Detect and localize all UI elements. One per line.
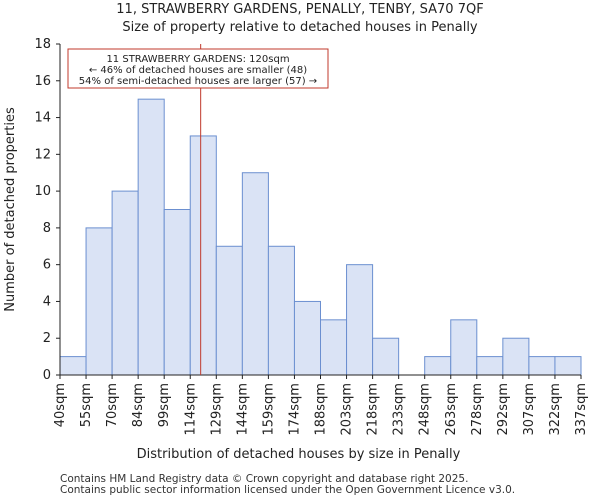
y-tick-label: 2 <box>43 331 51 346</box>
histogram-bar <box>346 264 374 376</box>
histogram-chart: 0 2 4 6 8 10 12 14 16 18 40sqm 55sqm 70sqm 84sqm 99sqm… <box>3 37 589 462</box>
histogram-bar <box>450 319 478 376</box>
x-tick-label: 337sqm <box>574 383 589 436</box>
y-tick-label: 12 <box>34 147 51 162</box>
histogram-bar <box>372 337 400 376</box>
histogram-bar <box>424 356 452 376</box>
x-tick-label: 84sqm <box>131 383 146 427</box>
y-tick-label: 10 <box>34 184 51 199</box>
x-tick-label: 292sqm <box>496 383 511 436</box>
x-tick-label: 203sqm <box>340 383 355 436</box>
histogram-bar <box>554 356 582 376</box>
x-tick-label: 278sqm <box>470 383 485 436</box>
histogram-bar <box>267 245 295 376</box>
histogram-bar <box>111 190 139 376</box>
histogram-bar <box>59 356 87 376</box>
x-tick-label: 114sqm <box>183 383 198 436</box>
histogram-bar <box>320 319 348 376</box>
y-tick-label: 6 <box>43 258 51 273</box>
histogram-bar <box>502 337 530 376</box>
x-tick-label: 70sqm <box>105 383 120 427</box>
histogram-bar <box>137 98 165 376</box>
y-tick-label: 8 <box>43 221 51 236</box>
y-tick-label: 0 <box>43 368 51 383</box>
x-tick-label: 248sqm <box>418 383 433 436</box>
histogram-bar <box>476 356 504 376</box>
y-tick-label: 14 <box>34 111 51 126</box>
x-tick-label: 55sqm <box>79 383 94 427</box>
histogram-bar <box>528 356 556 376</box>
annotation-line: 11 STRAWBERRY GARDENS: 120sqm <box>106 54 289 65</box>
annotation-box <box>67 48 329 89</box>
x-tick-label: 188sqm <box>314 383 329 436</box>
histogram-bar <box>293 300 322 376</box>
histogram-bar <box>189 135 217 376</box>
x-tick-label: 144sqm <box>235 383 250 436</box>
x-tick-label: 174sqm <box>287 383 302 436</box>
annotation-line: 54% of semi-detached houses are larger (… <box>79 76 317 87</box>
y-tick-label: 4 <box>43 294 51 309</box>
histogram-bar <box>85 227 113 376</box>
footer-licence: Contains public sector information licen… <box>60 484 516 496</box>
histogram-bar <box>241 172 269 376</box>
chart-subtitle: Size of property relative to detached ho… <box>122 20 478 35</box>
y-tick-label: 18 <box>34 37 51 52</box>
y-tick-label: 16 <box>34 74 51 89</box>
x-tick-label: 99sqm <box>157 383 172 427</box>
x-tick-label: 40sqm <box>53 383 68 427</box>
x-tick-label: 233sqm <box>392 383 407 436</box>
x-tick-label: 307sqm <box>522 383 537 436</box>
x-tick-label: 263sqm <box>444 383 459 436</box>
histogram-bar <box>163 209 191 376</box>
x-tick-label: 159sqm <box>261 383 276 436</box>
x-tick-label: 129sqm <box>209 383 224 436</box>
y-axis-label: Number of detached properties <box>3 107 18 312</box>
x-axis-label: Distribution of detached houses by size … <box>137 447 461 462</box>
annotation-line: ← 46% of detached houses are smaller (48… <box>89 65 307 76</box>
x-tick-label: 322sqm <box>548 383 563 436</box>
histogram-bar <box>215 245 243 376</box>
chart-title: 11, STRAWBERRY GARDENS, PENALLY, TENBY, … <box>116 2 484 17</box>
x-tick-label: 218sqm <box>366 383 381 436</box>
footer-copyright: Contains HM Land Registry data © Crown c… <box>60 473 469 485</box>
